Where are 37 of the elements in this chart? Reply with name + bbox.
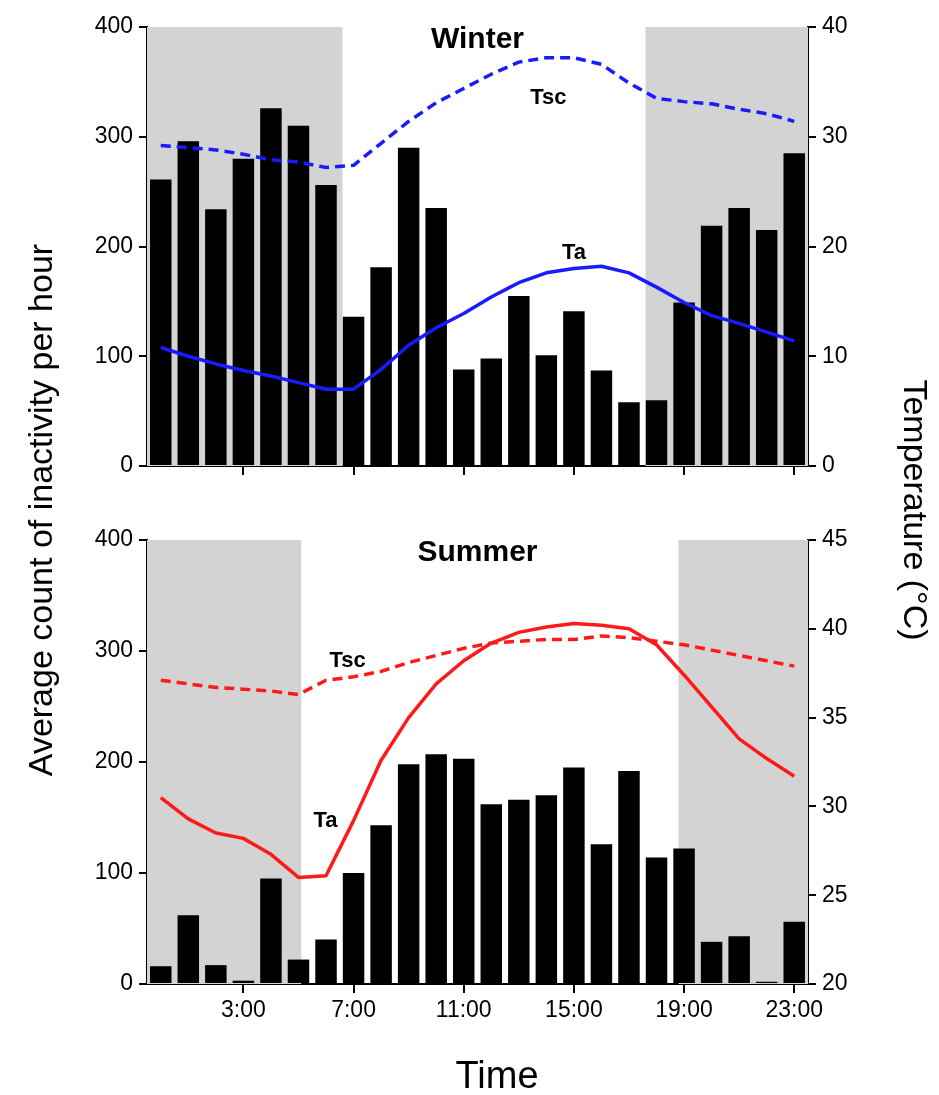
y-axis-title: Average count of inactivity per hour	[20, 243, 60, 777]
y-tick-label: 300	[94, 122, 133, 149]
chart-title: Winter	[430, 21, 525, 55]
x-tick-label: 3:00	[221, 996, 266, 1023]
series-label: Tsc	[530, 83, 567, 109]
series-label: Ta	[561, 238, 587, 264]
y2-tick-label: 30	[822, 791, 848, 818]
y-tick-label: 400	[94, 12, 133, 39]
y2-tick-label: 40	[822, 614, 848, 641]
y-tick-label: 0	[120, 969, 133, 996]
y-tick-label: 0	[120, 451, 133, 478]
y-tick-label: 100	[94, 858, 133, 885]
y-tick-label: 300	[94, 636, 133, 663]
y-tick-label: 200	[94, 747, 133, 774]
chart-title: Summer	[417, 534, 538, 568]
y2-tick-label: 40	[822, 12, 848, 39]
series-label: Tsc	[329, 646, 366, 672]
x-tick-label: 7:00	[331, 996, 376, 1023]
y2-tick-label: 35	[822, 702, 848, 729]
y2-tick-label: 45	[822, 525, 848, 552]
y-tick-label: 100	[94, 341, 133, 368]
y2-tick-label: 10	[822, 341, 848, 368]
x-axis-title: Time	[455, 1053, 539, 1095]
x-tick-label: 19:00	[655, 996, 713, 1023]
y2-tick-label: 20	[822, 969, 848, 996]
y-tick-label: 200	[94, 231, 133, 258]
y2-tick-label: 30	[822, 122, 848, 149]
x-tick-label: 11:00	[435, 996, 492, 1023]
x-tick-label: 23:00	[765, 996, 824, 1023]
x-tick-label: 15:00	[545, 996, 603, 1023]
y-tick-label: 400	[94, 525, 133, 552]
line-series	[159, 55, 796, 170]
y2-tick-label: 25	[822, 880, 848, 907]
series-label: Ta	[313, 806, 339, 832]
y2-tick-label: 20	[822, 231, 848, 258]
y2-tick-label: 0	[822, 451, 835, 478]
y2-axis-title: Temperature (°C)	[895, 379, 935, 641]
